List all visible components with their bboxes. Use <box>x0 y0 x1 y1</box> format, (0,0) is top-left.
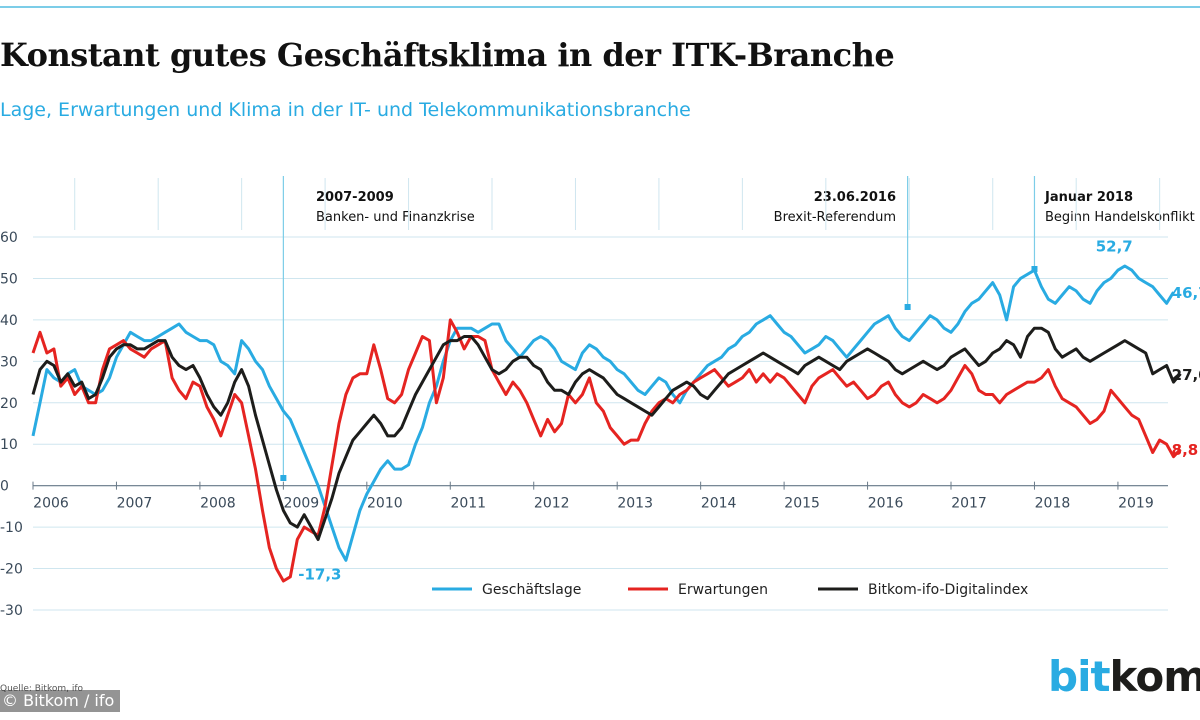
y-tick-label: 50 <box>0 271 18 287</box>
y-tick-label: 40 <box>0 313 18 329</box>
event-date: Januar 2018 <box>1045 190 1134 205</box>
y-tick-label: 60 <box>0 230 18 246</box>
x-tick-label: 2010 <box>367 496 403 512</box>
x-tick-label: 2014 <box>701 496 737 512</box>
y-tick-label: 0 <box>0 479 9 495</box>
data-label: 52,7 <box>1096 237 1133 255</box>
event-annotation-finanzkrise: 2007-2009 Banken- und Finanzkrise <box>316 188 475 228</box>
y-tick-label: -20 <box>0 562 23 578</box>
x-tick-label: 2009 <box>284 496 320 512</box>
series-line-erwartungen <box>31 318 1182 583</box>
y-tick-label: -10 <box>0 520 23 536</box>
event-date: 2007-2009 <box>316 190 394 205</box>
x-tick-label: 2008 <box>200 496 236 512</box>
copyright-overlay: © Bitkom / ifo <box>0 690 121 712</box>
chart-title: Konstant gutes Geschäftsklima in der ITK… <box>0 36 895 74</box>
y-tick-label: 30 <box>0 354 18 370</box>
x-tick-label: 2006 <box>33 496 69 512</box>
data-label: 27,0 <box>1172 366 1200 384</box>
series-line-bitkom-ifo-digitalindex <box>31 326 1182 541</box>
source-note: Quelle: Bitkom, ifo <box>0 684 84 694</box>
event-marker-dot <box>904 304 911 310</box>
event-date: 23.06.2016 <box>813 190 896 205</box>
x-tick-label: 2007 <box>117 496 153 512</box>
y-tick-label: 20 <box>0 396 18 412</box>
x-tick-label: 2016 <box>868 496 904 512</box>
event-label: Brexit-Referendum <box>773 210 896 225</box>
event-annotation-handelskonflikt: Januar 2018 Beginn Handelskonflikt <box>1045 188 1195 228</box>
legend-label: Bitkom-ifo-Digitalindex <box>868 582 1028 598</box>
x-tick-label: 2017 <box>951 496 987 512</box>
x-tick-label: 2012 <box>534 496 570 512</box>
event-label: Banken- und Finanzkrise <box>316 210 475 225</box>
event-label: Beginn Handelskonflikt <box>1045 210 1195 225</box>
x-tick-label: 2011 <box>450 496 486 512</box>
x-tick-label: 2015 <box>784 496 820 512</box>
top-accent-line <box>0 6 1200 8</box>
event-marker-dot <box>280 475 287 481</box>
data-label: -17,3 <box>298 565 341 583</box>
series-line-gesch-ftslage <box>31 264 1175 562</box>
y-tick-label: 10 <box>0 437 18 453</box>
legend-label: Geschäftslage <box>482 582 581 598</box>
bitkom-logo: bitkom <box>1048 652 1200 701</box>
legend-label: Erwartungen <box>678 582 768 598</box>
y-tick-label: -30 <box>0 603 23 619</box>
x-tick-label: 2019 <box>1118 496 1154 512</box>
data-label: 46,7 <box>1172 284 1200 302</box>
event-annotation-brexit: 23.06.2016 Brexit-Referendum <box>764 188 896 228</box>
x-tick-label: 2013 <box>617 496 653 512</box>
data-label: 8,8 <box>1172 441 1199 459</box>
x-tick-label: 2018 <box>1035 496 1071 512</box>
chart-subtitle: Lage, Erwartungen und Klima in der IT- u… <box>0 99 691 121</box>
